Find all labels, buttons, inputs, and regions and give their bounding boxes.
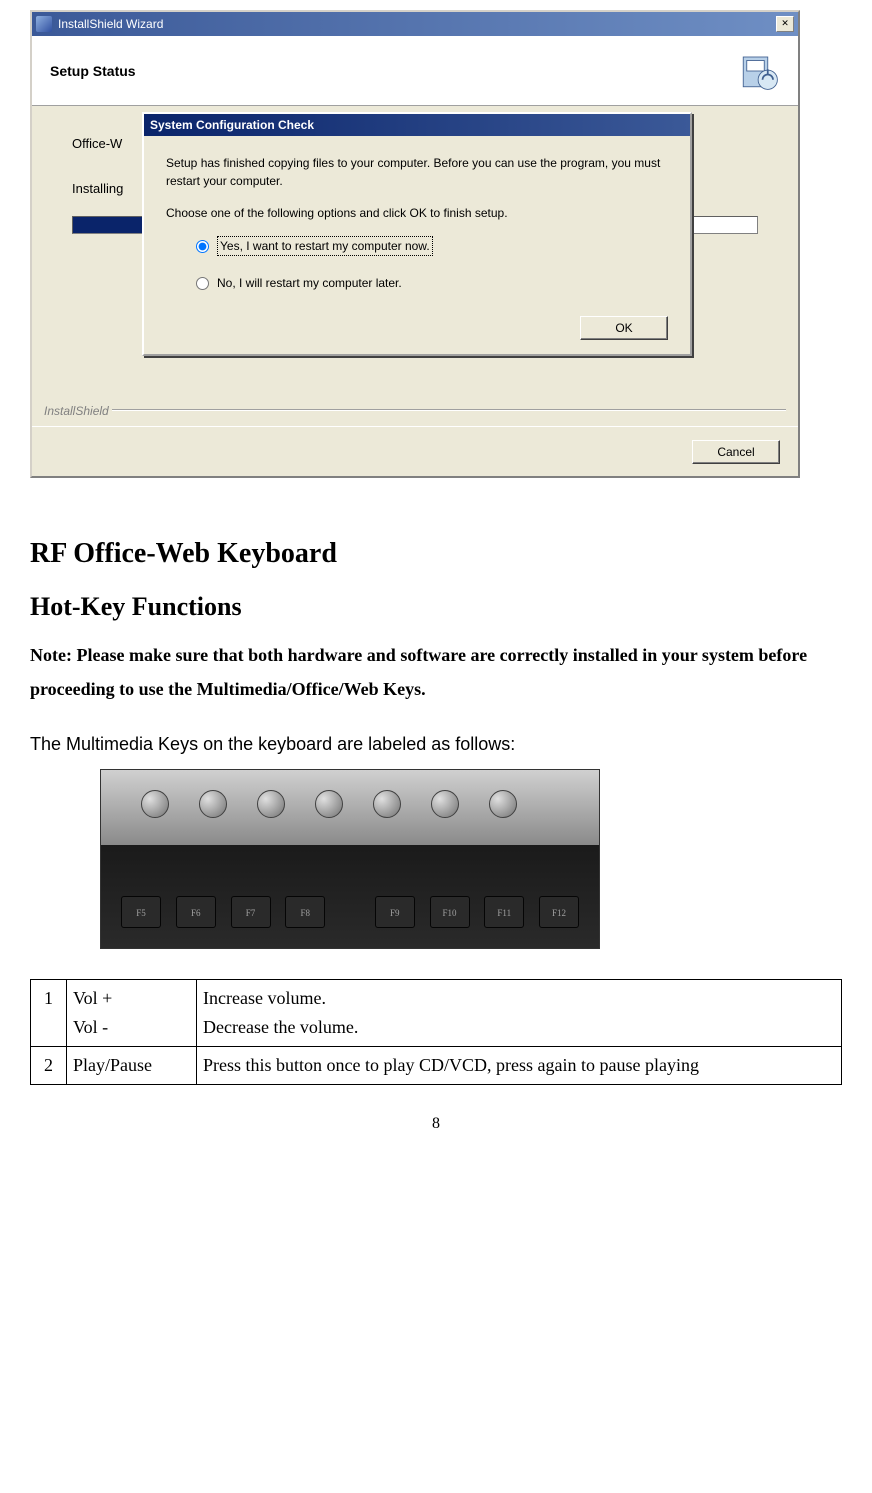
dialog-para2: Choose one of the following options and … (166, 204, 668, 222)
keyboard-photo: F5 F6 F7 F8 F9 F10 F11 F12 (100, 769, 600, 949)
fkey-label: F12 (539, 896, 579, 928)
media-button-icon (199, 790, 227, 818)
ok-button[interactable]: OK (580, 316, 668, 340)
radio-yes-label: Yes, I want to restart my computer now. (217, 236, 433, 256)
fkey-label: F10 (430, 896, 470, 928)
document-content: RF Office-Web Keyboard Hot-Key Functions… (30, 538, 842, 1133)
radio-option-no[interactable]: No, I will restart my computer later. (196, 274, 668, 292)
fkey-label: F8 (285, 896, 325, 928)
function-table: 1Vol +Vol -Increase volume.Decrease the … (30, 979, 842, 1084)
page-number: 8 (30, 1115, 842, 1133)
inner-title-text: System Configuration Check (150, 118, 314, 132)
cell-name: Vol +Vol - (67, 980, 197, 1047)
fkey-label: F9 (375, 896, 415, 928)
doc-h1: RF Office-Web Keyboard (30, 538, 842, 570)
radio-no-label: No, I will restart my computer later. (217, 274, 402, 292)
cell-name: Play/Pause (67, 1046, 197, 1084)
fkey-label: F11 (484, 896, 524, 928)
outer-titlebar: InstallShield Wizard ✕ (32, 12, 798, 36)
cell-num: 1 (31, 980, 67, 1047)
media-button-icon (257, 790, 285, 818)
installshield-window: InstallShield Wizard ✕ Setup Status Offi… (30, 10, 800, 478)
radio-option-yes[interactable]: Yes, I want to restart my computer now. (196, 236, 668, 256)
media-button-icon (431, 790, 459, 818)
software-box-icon (738, 50, 780, 92)
fkey-label: F5 (121, 896, 161, 928)
setup-header: Setup Status (32, 36, 798, 106)
media-button-icon (141, 790, 169, 818)
dialog-para1: Setup has finished copying files to your… (166, 154, 668, 190)
table-row: 1Vol +Vol -Increase volume.Decrease the … (31, 980, 842, 1047)
cell-num: 2 (31, 1046, 67, 1084)
inner-button-row: OK (166, 310, 668, 340)
media-button-icon (315, 790, 343, 818)
outer-button-row: Cancel (32, 426, 798, 476)
media-button-icon (489, 790, 517, 818)
close-button[interactable]: ✕ (776, 16, 794, 32)
inner-titlebar: System Configuration Check (144, 114, 690, 136)
installshield-label: InstallShield (44, 404, 109, 418)
setup-status-title: Setup Status (50, 63, 136, 79)
fkey-label: F7 (231, 896, 271, 928)
table-row: 2Play/PausePress this button once to pla… (31, 1046, 842, 1084)
doc-body1: The Multimedia Keys on the keyboard are … (30, 734, 842, 755)
divider (112, 409, 786, 411)
radio-no[interactable] (196, 277, 209, 290)
install-icon (36, 16, 52, 32)
inner-body: Setup has finished copying files to your… (144, 136, 690, 354)
doc-h2: Hot-Key Functions (30, 592, 842, 622)
cell-desc: Press this button once to play CD/VCD, p… (197, 1046, 842, 1084)
media-button-icon (373, 790, 401, 818)
system-config-dialog: System Configuration Check Setup has fin… (142, 112, 692, 356)
outer-title-text: InstallShield Wizard (58, 17, 776, 31)
cancel-button[interactable]: Cancel (692, 440, 780, 464)
cell-desc: Increase volume.Decrease the volume. (197, 980, 842, 1047)
doc-note: Note: Please make sure that both hardwar… (30, 638, 842, 706)
radio-yes[interactable] (196, 240, 209, 253)
fkey-label: F6 (176, 896, 216, 928)
